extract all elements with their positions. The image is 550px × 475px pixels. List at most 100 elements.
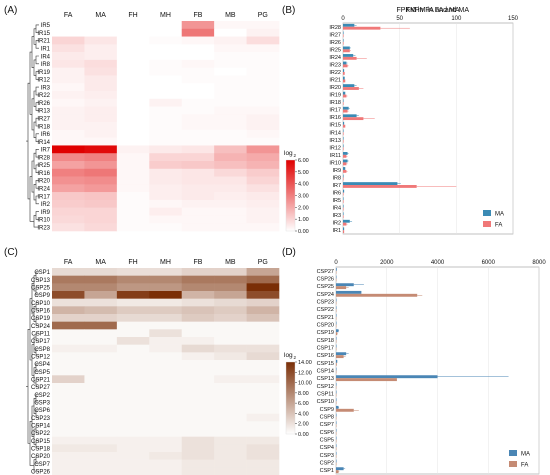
colorbar-tick-label: 4.00 [298,182,309,188]
heatmap-cell [246,91,280,100]
heatmap-cell [116,106,150,115]
heatmap-cell [246,52,280,61]
heatmap-cell [214,106,247,115]
heatmap-cell [84,75,118,84]
heatmap-cell [181,91,215,100]
heatmap-cell [181,129,215,138]
heatmap-cell [116,67,150,76]
heatmap-cell [181,114,215,123]
heatmap-cell [214,184,247,193]
heatmap-cell [116,176,150,185]
heatmap-cell [181,275,215,284]
heatmap-cell [214,83,247,92]
column-label: MB [225,259,236,266]
heatmap-cell [84,452,118,460]
heatmap-cell [84,98,118,107]
row-label: IR19 [37,70,50,76]
heatmap-cell [52,329,85,338]
bar-fa [343,222,347,226]
y-tick-label: IR8 [332,175,341,181]
colorbar-tick-label: 12.00 [298,370,312,376]
heatmap-cell [116,283,150,292]
heatmap-cell [52,192,85,201]
heatmap-cell [149,122,183,131]
x-tick-label: 2000 [380,260,394,266]
column-label: FH [128,12,137,19]
bar-ma [343,174,344,178]
heatmap-cell [181,291,215,299]
heatmap-cell [214,28,247,37]
colorbar-tick-label: 10.00 [298,381,312,387]
heatmap-cell [214,153,247,162]
row-label: CSP15 [31,439,51,445]
y-tick-label: CSP13 [317,376,334,382]
heatmap-cell [246,314,280,322]
heatmap-cell [116,291,150,299]
heatmap-cell [84,176,118,185]
heatmap-cell [116,44,150,53]
x-tick-label: 0 [341,16,345,22]
bar-ma [343,121,345,125]
bar-fa [343,64,348,68]
heatmap-cell [116,406,150,414]
heatmap-cell [181,199,215,208]
heatmap-cell [52,398,85,407]
heatmap-cell [214,452,247,460]
heatmap-cell [116,352,150,361]
heatmap-cell [116,413,150,422]
heatmap-cell [214,137,247,146]
heatmap-cell [52,291,85,299]
heatmap-cell [246,352,280,361]
heatmap-cell [149,114,183,123]
y-tick-label: CSP22 [317,307,334,313]
heatmap-cell [149,223,183,232]
legend-swatch-ma [483,210,491,216]
row-label: IR26 [37,101,50,107]
y-tick-label: IR20 [329,85,341,91]
heatmap-cell [84,383,118,391]
bar-ma [336,413,337,417]
bar-fa [343,124,346,128]
heatmap-cell [246,199,280,208]
bar-ma [343,76,345,80]
bar-ma [343,129,344,133]
heatmap-cell [84,283,118,292]
bar-ma [336,436,337,440]
heatmap-cell [149,337,183,345]
heatmap-cell [149,268,183,276]
heatmap-cell [246,83,280,92]
heatmap-cell [214,406,247,414]
row-label: CSP25 [31,285,51,291]
heatmap-cell [214,122,247,131]
heatmap-cell [181,21,215,30]
heatmap-cell [52,83,85,92]
heatmap-cell [246,268,280,276]
heatmap-cell [181,467,215,475]
bar-ma [343,219,350,223]
legend-swatch-fa [509,461,517,467]
heatmap-cell [214,321,247,330]
row-label: IR13 [37,109,50,115]
heatmap-cell [246,75,280,84]
heatmap-cell [84,215,118,224]
heatmap-cell [181,298,215,307]
bar-fa [343,200,344,203]
heatmap-cell [52,98,85,107]
heatmap-cell [149,44,183,53]
legend-swatch-ma [509,450,517,456]
bar-ma [343,159,348,163]
heatmap-cell [52,36,85,45]
heatmap-cell [214,98,247,107]
y-tick-label: CSP7 [320,422,334,428]
heatmap-cell [246,114,280,123]
bar-chart-d: FKPM in FA and MA 0 2000 4000 6000 8000 CSP27 C… [317,7,546,475]
heatmap-cell [84,137,118,146]
heatmap-cell [116,153,150,162]
bar-ma [336,459,337,463]
heatmap-cell [52,360,85,368]
heatmap-cell [181,161,215,170]
heatmap-cell [214,114,247,123]
heatmap-cell [214,329,247,338]
heatmap-cell [214,459,247,468]
colorbar-title: log [284,150,293,157]
